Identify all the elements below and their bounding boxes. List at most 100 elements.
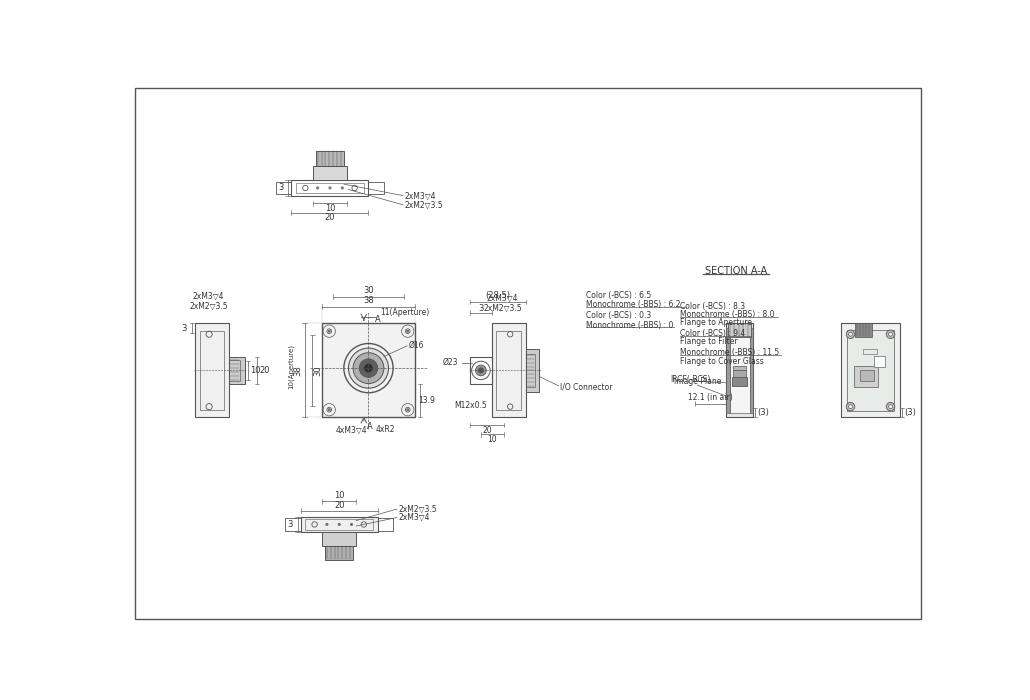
Text: 20: 20 xyxy=(334,500,344,510)
Circle shape xyxy=(886,330,895,339)
Text: 38: 38 xyxy=(364,296,374,305)
Text: SECTION A-A: SECTION A-A xyxy=(705,266,767,276)
Bar xyxy=(291,180,369,195)
Circle shape xyxy=(478,368,484,373)
Text: (3): (3) xyxy=(757,408,768,417)
Circle shape xyxy=(847,330,855,339)
Text: IRCF(-BCS): IRCF(-BCS) xyxy=(671,375,711,384)
Text: Ø23: Ø23 xyxy=(442,358,458,368)
Text: 30: 30 xyxy=(364,286,374,295)
Text: (3): (3) xyxy=(904,408,917,417)
Bar xyxy=(276,182,291,194)
Circle shape xyxy=(847,402,855,411)
Text: 2xM3▽4: 2xM3▽4 xyxy=(405,192,436,201)
Text: Ø16: Ø16 xyxy=(409,340,424,349)
Text: 3: 3 xyxy=(181,323,187,332)
Text: 2xM3▽4: 2xM3▽4 xyxy=(399,513,430,522)
Bar xyxy=(316,151,344,167)
Text: 2xM2▽3.5: 2xM2▽3.5 xyxy=(405,201,443,210)
Circle shape xyxy=(327,407,332,412)
Text: 10: 10 xyxy=(324,204,335,214)
Bar xyxy=(855,323,872,337)
Bar xyxy=(525,354,535,387)
Text: Flange to Cover Glass: Flange to Cover Glass xyxy=(680,357,763,365)
Text: 2xM2▽3.5: 2xM2▽3.5 xyxy=(399,505,437,514)
Bar xyxy=(200,331,225,409)
Text: M12x0.5: M12x0.5 xyxy=(454,401,487,410)
Text: 2xM3▽4: 2xM3▽4 xyxy=(193,292,225,301)
Text: Color (-BCS) : 9.4: Color (-BCS) : 9.4 xyxy=(680,329,745,338)
Text: 10: 10 xyxy=(334,491,344,500)
Text: Monochrome (-BBS) : 0: Monochrome (-BBS) : 0 xyxy=(586,321,673,330)
Bar xyxy=(848,330,894,412)
Bar xyxy=(732,377,748,386)
Bar xyxy=(496,331,521,409)
Bar xyxy=(369,182,384,194)
Circle shape xyxy=(889,332,892,336)
Text: Flange to Aperture: Flange to Aperture xyxy=(680,318,752,327)
Circle shape xyxy=(359,359,378,377)
Text: A: A xyxy=(367,422,373,431)
Text: Image Plane: Image Plane xyxy=(675,377,722,386)
Bar xyxy=(285,518,301,531)
Bar xyxy=(229,356,244,384)
Bar xyxy=(860,370,873,382)
Text: Color (-BCS) : 0.3: Color (-BCS) : 0.3 xyxy=(586,312,651,321)
Bar xyxy=(733,366,746,370)
Text: 3: 3 xyxy=(287,520,293,529)
Bar xyxy=(313,167,347,180)
Circle shape xyxy=(407,409,409,411)
Text: 3: 3 xyxy=(478,304,484,313)
Bar xyxy=(863,349,877,354)
Bar xyxy=(196,323,229,417)
Text: 4xR2: 4xR2 xyxy=(376,425,396,434)
Text: 13.9: 13.9 xyxy=(418,396,436,405)
Bar xyxy=(325,546,353,560)
Bar xyxy=(842,323,900,417)
Text: 2xM3▽4: 2xM3▽4 xyxy=(487,293,518,302)
Text: 20: 20 xyxy=(324,214,335,223)
Text: Monochrome (-BBS) : 11.5: Monochrome (-BBS) : 11.5 xyxy=(680,348,779,357)
Text: 2xM2▽3.5: 2xM2▽3.5 xyxy=(190,302,228,311)
Text: 20: 20 xyxy=(260,366,270,375)
Circle shape xyxy=(849,332,853,336)
Bar xyxy=(321,323,415,417)
Bar xyxy=(229,360,240,382)
Text: (28.5): (28.5) xyxy=(485,291,510,300)
Circle shape xyxy=(329,330,331,332)
Bar xyxy=(733,370,746,377)
Circle shape xyxy=(348,348,388,388)
Bar xyxy=(378,518,393,531)
Circle shape xyxy=(406,407,410,412)
Bar xyxy=(305,519,373,530)
Bar xyxy=(726,323,754,417)
Text: 2xM2▽3.5: 2xM2▽3.5 xyxy=(483,304,522,313)
Text: Monochrome (-BBS) : 8.0: Monochrome (-BBS) : 8.0 xyxy=(680,311,775,319)
Circle shape xyxy=(476,365,486,376)
Text: 30: 30 xyxy=(313,365,322,376)
Text: A: A xyxy=(375,315,380,324)
Circle shape xyxy=(329,409,331,411)
Circle shape xyxy=(407,330,409,332)
Text: 10(Aperture): 10(Aperture) xyxy=(287,344,294,389)
Text: Flange to Filter: Flange to Filter xyxy=(680,337,737,346)
Bar xyxy=(726,328,729,413)
Circle shape xyxy=(889,405,892,409)
Bar xyxy=(525,349,540,392)
Text: 3: 3 xyxy=(279,183,284,192)
Text: I/O Connector: I/O Connector xyxy=(560,382,613,391)
Circle shape xyxy=(327,329,332,333)
Bar xyxy=(728,323,751,337)
Text: Monochrome (-BBS) : 6.2: Monochrome (-BBS) : 6.2 xyxy=(586,300,680,309)
Bar xyxy=(750,328,754,413)
Text: 10: 10 xyxy=(250,366,261,375)
Text: 20: 20 xyxy=(482,426,492,435)
Text: 12.1 (in air): 12.1 (in air) xyxy=(688,393,732,402)
Bar xyxy=(854,366,879,387)
Bar xyxy=(491,323,525,417)
Bar xyxy=(301,517,378,532)
Text: Color (-BCS) : 8.3: Color (-BCS) : 8.3 xyxy=(680,302,745,311)
Circle shape xyxy=(406,329,410,333)
Circle shape xyxy=(886,402,895,411)
Bar xyxy=(296,183,364,193)
